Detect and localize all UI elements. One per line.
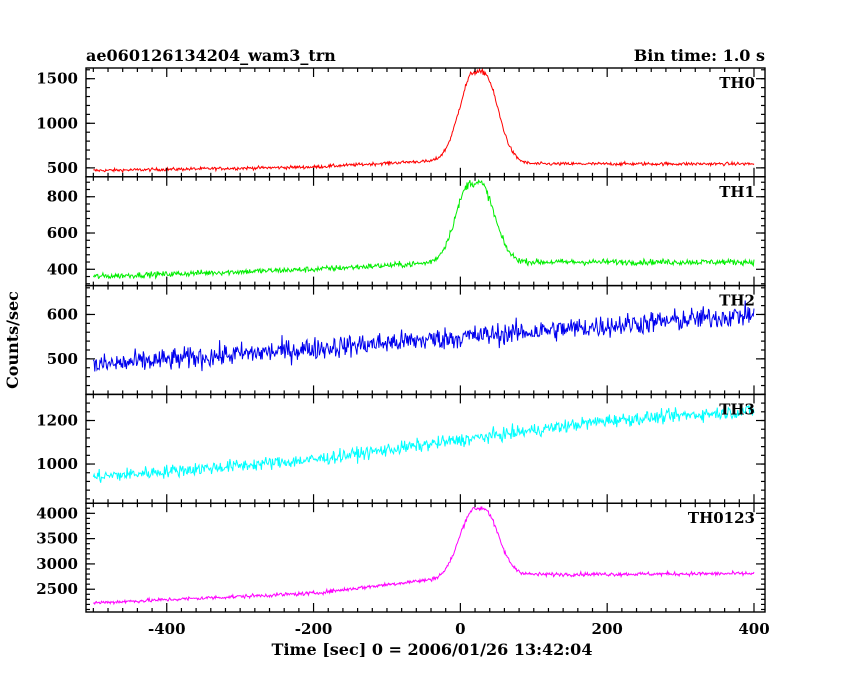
y-axis-label: Counts/sec xyxy=(3,291,22,389)
bin-time-label: Bin time: 1.0 s xyxy=(634,46,765,65)
x-tick-label: -200 xyxy=(295,620,333,638)
panel-th1: 400 600 800 TH1 xyxy=(47,176,766,287)
y-tick-label: 500 xyxy=(47,350,78,368)
y-tick-label: 400 xyxy=(47,260,78,278)
panel-label-th2: TH2 xyxy=(719,292,755,310)
y-tick-label: 1000 xyxy=(36,455,78,473)
y-tick-label: 600 xyxy=(47,224,78,242)
panel-th0123: 2500 3000 3500 4000 TH0123 xyxy=(36,502,766,613)
panel-label-th1: TH1 xyxy=(719,183,755,201)
series-line-th0 xyxy=(93,68,755,174)
panel-th2: 500 600 TH2 xyxy=(47,284,766,396)
panel-label-th0: TH0 xyxy=(719,74,755,92)
panel-th3: 1000 1200 TH3 xyxy=(36,393,766,504)
y-tick-label: 1500 xyxy=(36,70,78,88)
series-line-th1 xyxy=(92,178,755,280)
chart-title: ae060126134204_wam3_trn xyxy=(86,46,336,65)
x-tick-label: 0 xyxy=(455,620,465,638)
y-tick-label: 3000 xyxy=(36,555,78,573)
y-tick-label: 3500 xyxy=(36,530,78,548)
x-axis-label: Time [sec] 0 = 2006/01/26 13:42:04 xyxy=(272,640,593,659)
series-line-th0123 xyxy=(92,506,755,606)
panel-frame xyxy=(85,393,766,504)
series-line-th3 xyxy=(92,404,755,483)
panel-frame xyxy=(85,176,766,287)
y-tick-label: 1000 xyxy=(36,114,78,132)
panel-frame xyxy=(85,502,766,613)
y-tick-label: 4000 xyxy=(36,504,78,522)
panel-th0: 500 1000 1500 TH0 xyxy=(36,67,766,178)
x-tick-label: -400 xyxy=(148,620,186,638)
y-tick-label: 2500 xyxy=(36,580,78,598)
x-tick-label: 400 xyxy=(738,620,769,638)
y-tick-label: 800 xyxy=(47,188,78,206)
panel-label-th3: TH3 xyxy=(719,400,755,418)
y-tick-label: 1200 xyxy=(36,412,78,430)
x-tick-label: 200 xyxy=(592,620,623,638)
y-tick-label: 500 xyxy=(47,159,78,177)
y-tick-label: 600 xyxy=(47,305,78,323)
panel-label-th0123: TH0123 xyxy=(688,509,755,527)
series-line-th2 xyxy=(92,300,755,372)
